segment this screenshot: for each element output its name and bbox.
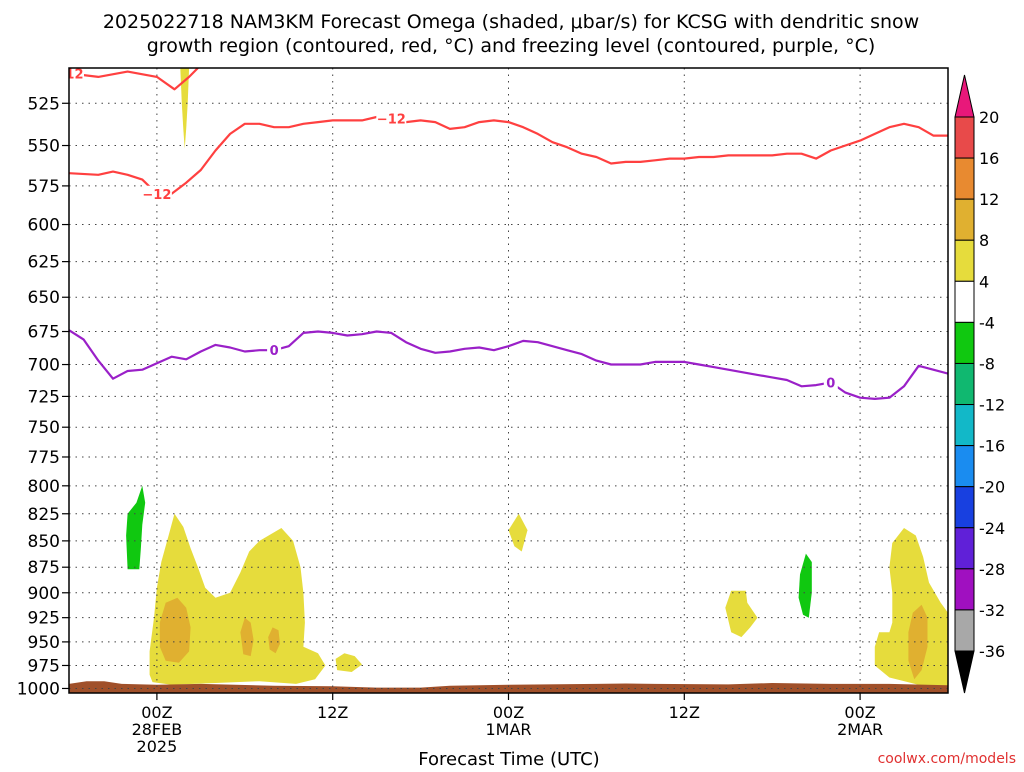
colorbar-label-12: -32 xyxy=(979,601,1005,620)
omega-region-omega-minus4to8-b xyxy=(798,553,812,618)
colorbar-label-9: -20 xyxy=(979,478,1005,497)
colorbar-bin-2 xyxy=(954,198,975,241)
contour-label-bg-dgz-minus12-main-1 xyxy=(376,110,407,127)
y-tick-label-975: 975 xyxy=(28,656,60,676)
colorbar-label-0: 20 xyxy=(979,108,999,127)
x-tick-label-54-1: 2MAR xyxy=(837,720,883,739)
colorbar-bin-4 xyxy=(954,280,975,323)
colorbar-label-7: -12 xyxy=(979,396,1005,415)
colorbar-label-3: 8 xyxy=(979,231,989,250)
colorbar-bin-5 xyxy=(954,321,975,364)
x-tick-label-54-0: 00Z xyxy=(844,703,875,722)
y-tick-label-800: 800 xyxy=(28,477,60,497)
x-tick-label-42-0: 12Z xyxy=(669,703,700,722)
x-tick-label-30-0: 00Z xyxy=(493,703,524,722)
axes: 525 550 575 600 625 650 675 700 725 750 775 800 825 8… xyxy=(17,67,949,756)
plot-area: −12 −12 −12 0 0 xyxy=(55,67,948,693)
colorbar-label-11: -28 xyxy=(979,560,1005,579)
x-tick-label-6-2: 2025 xyxy=(137,737,178,756)
y-tick-label-525: 525 xyxy=(28,94,60,114)
y-tick-label-550: 550 xyxy=(28,137,60,157)
chart-title-line2: growth region (contoured, red, °C) and f… xyxy=(147,35,876,57)
y-tick-label-900: 900 xyxy=(28,584,60,604)
y-tick-label-650: 650 xyxy=(28,288,60,308)
contour-dgz-minus12-main xyxy=(69,115,948,195)
y-tick-label-850: 850 xyxy=(28,532,60,552)
colorbar-label-1: 16 xyxy=(979,149,999,168)
y-tick-label-950: 950 xyxy=(28,633,60,653)
colorbar-bin-7 xyxy=(954,404,975,447)
contour-label-dgz-minus12-main-0: −12 xyxy=(142,188,171,203)
omega-region-omega-4to8-evening xyxy=(874,528,948,687)
colorbar-label-8: -16 xyxy=(979,437,1005,456)
colorbar-label-4: 4 xyxy=(979,272,989,291)
omega-region-omega-4to8-small-c xyxy=(725,590,758,638)
colorbar-bin-6 xyxy=(954,362,975,406)
colorbar-label-13: -36 xyxy=(979,642,1005,661)
colorbar-bin-3 xyxy=(954,239,975,282)
y-tick-label-750: 750 xyxy=(28,418,60,438)
colorbar-bin-10 xyxy=(954,527,975,570)
x-axis-label: Forecast Time (UTC) xyxy=(418,749,599,768)
colorbar-bottom-arrow xyxy=(954,650,975,694)
colorbar-label-5: -4 xyxy=(979,313,995,332)
omega-region-omega-8to12-d xyxy=(908,604,928,680)
y-tick-label-625: 625 xyxy=(28,253,60,273)
y-tick-label-600: 600 xyxy=(28,216,60,236)
colorbar-bin-0 xyxy=(954,116,975,159)
contour-label-freezing-level-0: 0 xyxy=(270,344,279,359)
y-tick-label-825: 825 xyxy=(28,505,60,525)
y-tick-label-875: 875 xyxy=(28,558,60,578)
contour-label-freezing-level-1: 0 xyxy=(826,377,835,392)
omega-region-omega-4to8-top-spike xyxy=(180,68,190,149)
colorbar-bin-1 xyxy=(954,157,975,200)
omega-region-omega-4to8-small-a xyxy=(335,653,362,672)
y-tick-label-1000: 1000 xyxy=(17,679,60,699)
x-tick-label-18-0: 12Z xyxy=(317,703,348,722)
omega-region-omega-minus4to8-a xyxy=(126,485,146,570)
contour-label-bg-freezing-level-0 xyxy=(267,342,282,359)
omega-region-omega-8to12-c xyxy=(268,627,280,654)
x-tick-label-30-1: 1MAR xyxy=(485,720,531,739)
colorbar-bin-9 xyxy=(954,486,975,529)
terrain-fill xyxy=(69,681,948,693)
colorbar: 20 16 12 8 4 -4 -8 -12 -16 -20 -24 -28 -32 -36 xyxy=(954,74,1005,694)
x-tick-label-6-0: 00Z xyxy=(141,703,172,722)
y-tick-label-775: 775 xyxy=(28,448,60,468)
contour-label-dgz-minus12-main-1: −12 xyxy=(377,113,406,128)
y-tick-label-700: 700 xyxy=(28,356,60,376)
y-tick-label-725: 725 xyxy=(28,387,60,407)
colorbar-label-10: -24 xyxy=(979,519,1005,538)
colorbar-bin-11 xyxy=(954,568,975,611)
omega-region-omega-8to12-a xyxy=(159,597,191,663)
contour-label-dgz-minus12-upper-0: −12 xyxy=(55,67,84,82)
colorbar-bin-8 xyxy=(954,445,975,488)
omega-region-omega-8to12-b xyxy=(240,617,254,657)
chart-title-line1: 2025022718 NAM3KM Forecast Omega (shaded… xyxy=(103,11,919,33)
contour-label-bg-freezing-level-1 xyxy=(823,374,838,391)
y-tick-label-925: 925 xyxy=(28,609,60,629)
contour-label-bg-dgz-minus12-main-0 xyxy=(141,185,172,202)
plot-clipped-group: −12 −12 −12 0 0 xyxy=(55,67,948,693)
contour-label-bg-dgz-minus12-upper-0 xyxy=(69,68,84,82)
contour-freezing-level xyxy=(69,329,948,400)
omega-region-omega-4to8-small-b xyxy=(508,513,528,552)
colorbar-label-2: 12 xyxy=(979,190,999,209)
watermark: coolwx.com/models xyxy=(878,751,1016,767)
y-tick-label-675: 675 xyxy=(28,323,60,343)
y-tick-label-575: 575 xyxy=(28,177,60,197)
colorbar-bin-12 xyxy=(954,609,975,652)
colorbar-label-6: -8 xyxy=(979,354,995,373)
colorbar-top-arrow xyxy=(954,74,975,118)
contour-dgz-minus12-upper xyxy=(69,68,199,91)
x-tick-label-6-1: 28FEB xyxy=(132,720,183,739)
